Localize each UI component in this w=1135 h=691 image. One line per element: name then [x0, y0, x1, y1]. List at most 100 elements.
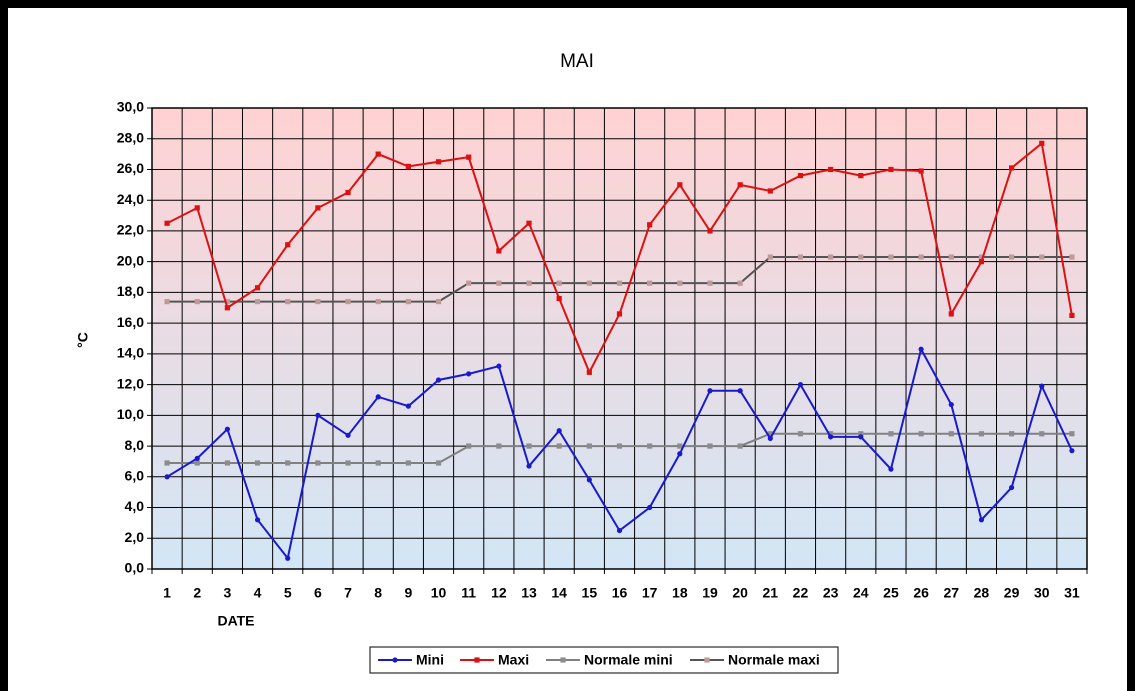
marker [466, 154, 472, 160]
marker [828, 254, 834, 260]
marker [918, 168, 924, 174]
marker [1039, 431, 1045, 437]
x-tick-label: 24 [853, 585, 869, 601]
marker [375, 394, 381, 400]
marker [285, 299, 291, 305]
marker [647, 443, 653, 449]
marker [586, 477, 592, 483]
x-tick-label: 10 [431, 585, 447, 601]
marker [466, 280, 472, 286]
marker [435, 377, 442, 383]
marker [466, 371, 472, 377]
marker [677, 451, 683, 457]
x-tick-label: 13 [521, 585, 537, 601]
x-tick-label: 21 [763, 585, 779, 601]
marker [496, 363, 502, 369]
marker [224, 426, 231, 432]
marker [704, 657, 710, 663]
marker [918, 346, 924, 352]
marker [496, 443, 502, 449]
x-tick-label: 14 [551, 585, 567, 601]
marker [526, 220, 532, 226]
marker [858, 173, 864, 179]
x-tick-label: 27 [943, 585, 959, 601]
marker [254, 460, 261, 466]
y-tick-label: 24,0 [117, 191, 144, 207]
marker [797, 173, 804, 179]
marker [556, 428, 562, 434]
y-tick-label: 22,0 [117, 222, 144, 238]
marker [285, 242, 291, 248]
x-tick-label: 1 [163, 585, 171, 601]
marker [556, 443, 562, 449]
marker [375, 460, 381, 466]
x-tick-label: 20 [732, 585, 748, 601]
marker [707, 388, 713, 394]
marker [345, 460, 351, 466]
marker [707, 443, 713, 449]
marker [164, 299, 170, 305]
chart-title: MAI [560, 51, 594, 72]
marker [858, 434, 864, 440]
y-tick-label: 30,0 [117, 99, 144, 115]
x-tick-label: 29 [1004, 585, 1020, 601]
marker [918, 254, 924, 260]
marker [1039, 140, 1045, 146]
marker [948, 431, 954, 437]
marker [737, 443, 743, 449]
marker [858, 431, 864, 437]
marker [194, 205, 200, 211]
legend-label: Mini [416, 652, 444, 668]
marker [254, 517, 261, 523]
y-tick-label: 4,0 [125, 498, 145, 514]
marker [586, 369, 592, 375]
marker [466, 443, 472, 449]
marker [254, 285, 261, 291]
y-tick-label: 0,0 [125, 560, 145, 576]
marker [616, 280, 623, 286]
x-tick-label: 31 [1064, 585, 1080, 601]
marker [647, 280, 653, 286]
x-tick-label: 6 [314, 585, 322, 601]
y-tick-label: 2,0 [125, 529, 145, 545]
y-axis-label: °C [75, 332, 91, 348]
marker [677, 280, 683, 286]
marker [1008, 431, 1015, 437]
marker [888, 254, 894, 260]
marker [224, 305, 231, 311]
x-tick-label: 5 [284, 585, 292, 601]
marker [285, 460, 291, 466]
legend-label: Normale maxi [728, 652, 820, 668]
marker [948, 254, 954, 260]
x-tick-label: 28 [974, 585, 990, 601]
marker [526, 280, 532, 286]
marker [858, 254, 864, 260]
marker [737, 388, 743, 394]
marker [254, 299, 261, 305]
marker [1069, 312, 1075, 319]
y-tick-label: 18,0 [117, 283, 144, 299]
marker [1069, 448, 1075, 454]
marker [405, 460, 411, 466]
marker [737, 280, 743, 286]
x-tick-label: 12 [491, 585, 507, 601]
marker [164, 474, 170, 480]
marker [918, 431, 924, 437]
marker [435, 159, 442, 165]
marker [586, 280, 592, 286]
marker [1008, 165, 1015, 171]
x-tick-label: 3 [224, 585, 232, 601]
x-tick-label: 26 [913, 585, 929, 601]
y-tick-label: 6,0 [125, 468, 145, 484]
x-tick-label: 11 [461, 585, 476, 601]
marker [315, 299, 321, 305]
marker [586, 443, 592, 449]
marker [315, 205, 321, 211]
marker [978, 254, 985, 260]
marker [767, 435, 773, 441]
marker [978, 431, 985, 437]
marker [828, 431, 834, 437]
x-tick-label: 19 [702, 585, 718, 601]
marker [767, 254, 773, 260]
